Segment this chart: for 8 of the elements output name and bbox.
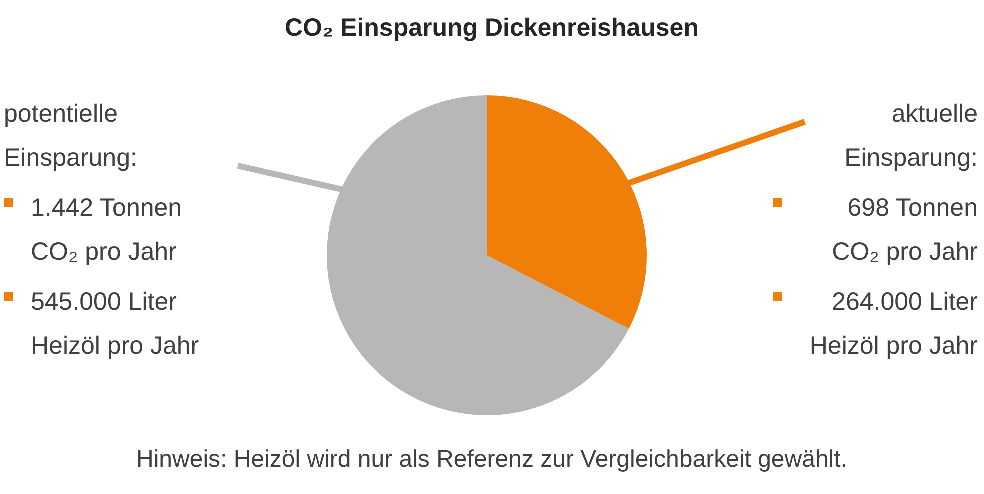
text: potentielle Einsparung: [4, 99, 138, 174]
chart-title: CO₂ Einsparung Dickenreishausen [284, 14, 700, 43]
text: aktuelle Einsparung: [844, 99, 978, 174]
text: Hinweis: Heizöl wird nur als Referenz zur Vergleichbarkeit gewählt. [136, 446, 848, 474]
text: 1.442 Tonnen CO₂ pro Jahr [31, 193, 184, 268]
text: 698 Tonnen CO₂ pro Jahr [831, 193, 978, 268]
text: 264.000 Liter Heizöl pro Jahr [808, 287, 978, 362]
text: 545.000 Liter Heizöl pro Jahr [31, 287, 200, 362]
